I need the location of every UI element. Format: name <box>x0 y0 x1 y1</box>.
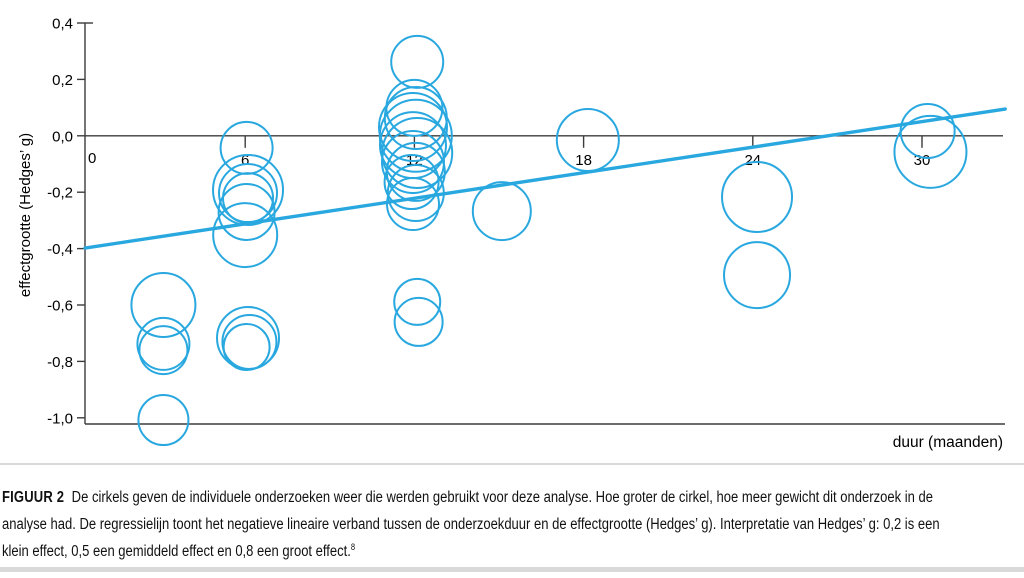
study-bubble <box>136 316 191 371</box>
study-bubble <box>130 272 197 338</box>
study-bubble <box>138 325 189 376</box>
y-tick-label: 0,0 <box>52 128 73 145</box>
x-tick-label: 6 <box>241 152 249 169</box>
caption-text-2: analyse had. De regressielijn toont het … <box>2 516 940 533</box>
study-bubble <box>893 114 968 189</box>
study-bubble <box>723 241 792 310</box>
page-bottom-divider <box>0 567 1024 572</box>
x-axis-title: duur (maanden) <box>893 434 1003 451</box>
y-tick-label: -1,0 <box>47 410 73 427</box>
y-tick-label: -0,6 <box>47 298 73 315</box>
study-bubble <box>721 160 794 233</box>
x-tick-label: 24 <box>744 152 761 169</box>
caption-top-divider <box>0 463 1024 465</box>
footnote-marker: 8 <box>350 541 356 552</box>
study-bubble <box>212 202 279 269</box>
study-bubble <box>217 182 276 241</box>
study-bubble <box>899 103 956 160</box>
y-axis-title: effectgrootte (Hedges’ g) <box>17 133 34 297</box>
study-bubble <box>393 277 442 326</box>
x-origin-label: 0 <box>88 150 96 167</box>
caption-text-1: De cirkels geven de individuele onderzoe… <box>71 489 933 506</box>
caption-line-1: FIGUUR 2 De cirkels geven de individuele … <box>2 484 933 511</box>
y-tick-label: 0,4 <box>52 16 73 33</box>
study-bubble <box>383 154 440 211</box>
y-tick-label: -0,2 <box>47 185 73 202</box>
caption-text-3: klein effect, 0,5 een gemiddeld effect e… <box>2 543 351 560</box>
study-bubble <box>222 323 271 372</box>
caption-line-3: klein effect, 0,5 een gemiddeld effect e… <box>2 538 862 565</box>
study-bubble <box>222 172 275 225</box>
caption-line-2: analyse had. De regressielijn toont het … <box>2 511 940 538</box>
y-tick-label: 0,2 <box>52 72 73 89</box>
study-bubble <box>137 394 190 447</box>
figure-label: FIGUUR 2 <box>2 489 65 506</box>
y-tick-label: -0,8 <box>47 354 73 371</box>
study-bubble <box>377 92 448 163</box>
regression-line <box>83 107 1007 250</box>
study-bubble <box>378 98 453 173</box>
x-tick-label: 18 <box>575 152 592 169</box>
effect-size-bubble-chart: 0,40,20,0-0,2-0,4-0,6-0,8-1,00 6 12 18 24 30d… <box>17 16 1007 451</box>
figure-caption: FIGUUR 2 De cirkels geven de individuele … <box>2 484 1024 565</box>
y-tick-label: -0,4 <box>47 241 73 258</box>
study-bubble <box>381 117 454 190</box>
study-bubble <box>393 296 444 347</box>
study-bubble <box>471 181 532 242</box>
